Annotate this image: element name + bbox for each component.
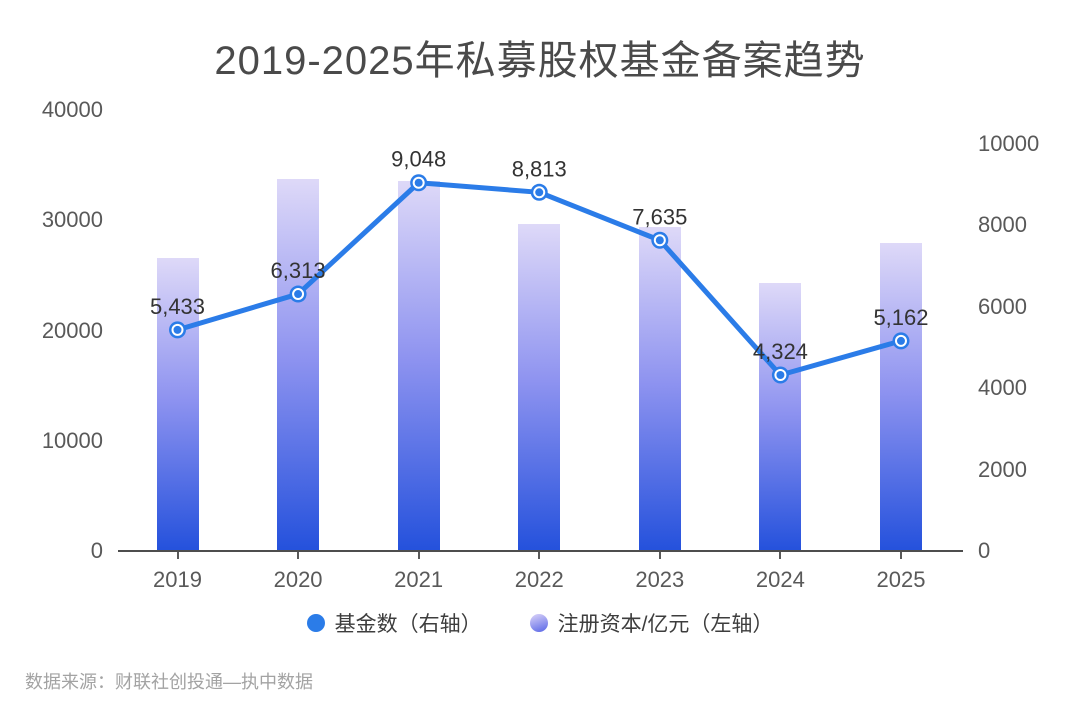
x-axis-tick	[779, 552, 782, 559]
x-axis-tick	[417, 552, 420, 559]
bar-2025	[879, 243, 922, 551]
data-point-marker	[535, 188, 544, 197]
right-axis-tick-label: 0	[978, 538, 991, 563]
bar-2024	[759, 283, 802, 551]
right-axis-tick-label: 6000	[978, 293, 1027, 319]
x-axis-label-2019: 2019	[153, 567, 202, 592]
bar-2023	[638, 226, 681, 551]
left-axis-tick-label: 20000	[41, 317, 103, 343]
right-axis-tick-label: 2000	[978, 456, 1027, 482]
data-point-marker-ring	[533, 186, 546, 199]
data-point-label: 7,635	[632, 204, 687, 229]
data-point-label: 8,813	[512, 156, 567, 181]
data-point-marker	[530, 183, 548, 201]
x-axis-label-2024: 2024	[755, 567, 805, 592]
chart-title: 2019-2025年私募股权基金备案趋势	[214, 39, 866, 83]
x-axis-label-2025: 2025	[876, 567, 926, 592]
x-axis-tick	[538, 552, 541, 559]
bar-2019	[156, 257, 199, 551]
left-axis-tick-label: 40000	[41, 97, 103, 122]
x-axis-label-2020: 2020	[273, 567, 323, 592]
x-axis-tick	[658, 552, 661, 559]
right-axis-tick-label: 8000	[978, 212, 1027, 238]
bar-2021	[397, 181, 440, 551]
legend-label-fund-count: 基金数（右轴）	[334, 613, 482, 636]
x-axis-tick	[899, 552, 902, 559]
right-axis-tick-label: 10000	[978, 131, 1040, 156]
legend-dot-registered-capital-icon	[529, 614, 548, 632]
data-point-label: 9,048	[391, 147, 446, 172]
x-axis-label-2021: 2021	[394, 567, 444, 592]
x-axis-line	[118, 550, 963, 552]
legend-item-fund-count: 基金数（右轴）	[306, 608, 482, 638]
x-axis-tick	[297, 552, 300, 559]
bar-2020	[277, 179, 320, 551]
x-axis-label-2023: 2023	[635, 567, 685, 592]
legend-item-registered-capital: 注册资本/亿元（左轴）	[529, 608, 774, 638]
legend-label-registered-capital: 注册资本/亿元（左轴）	[557, 613, 774, 636]
source-note: 数据来源：财联社创投通—执中数据	[25, 672, 313, 692]
x-axis-tick	[176, 552, 179, 559]
legend: 基金数（右轴） 注册资本/亿元（左轴）	[0, 608, 1080, 638]
left-axis-tick-label: 0	[90, 538, 103, 563]
x-axis-label-2022: 2022	[514, 567, 564, 592]
left-axis-tick-label: 10000	[41, 427, 103, 453]
legend-dot-fund-count-icon	[306, 614, 325, 632]
right-axis-tick-label: 4000	[978, 375, 1027, 401]
bar-2022	[518, 223, 561, 551]
left-axis-tick-label: 30000	[41, 207, 103, 233]
